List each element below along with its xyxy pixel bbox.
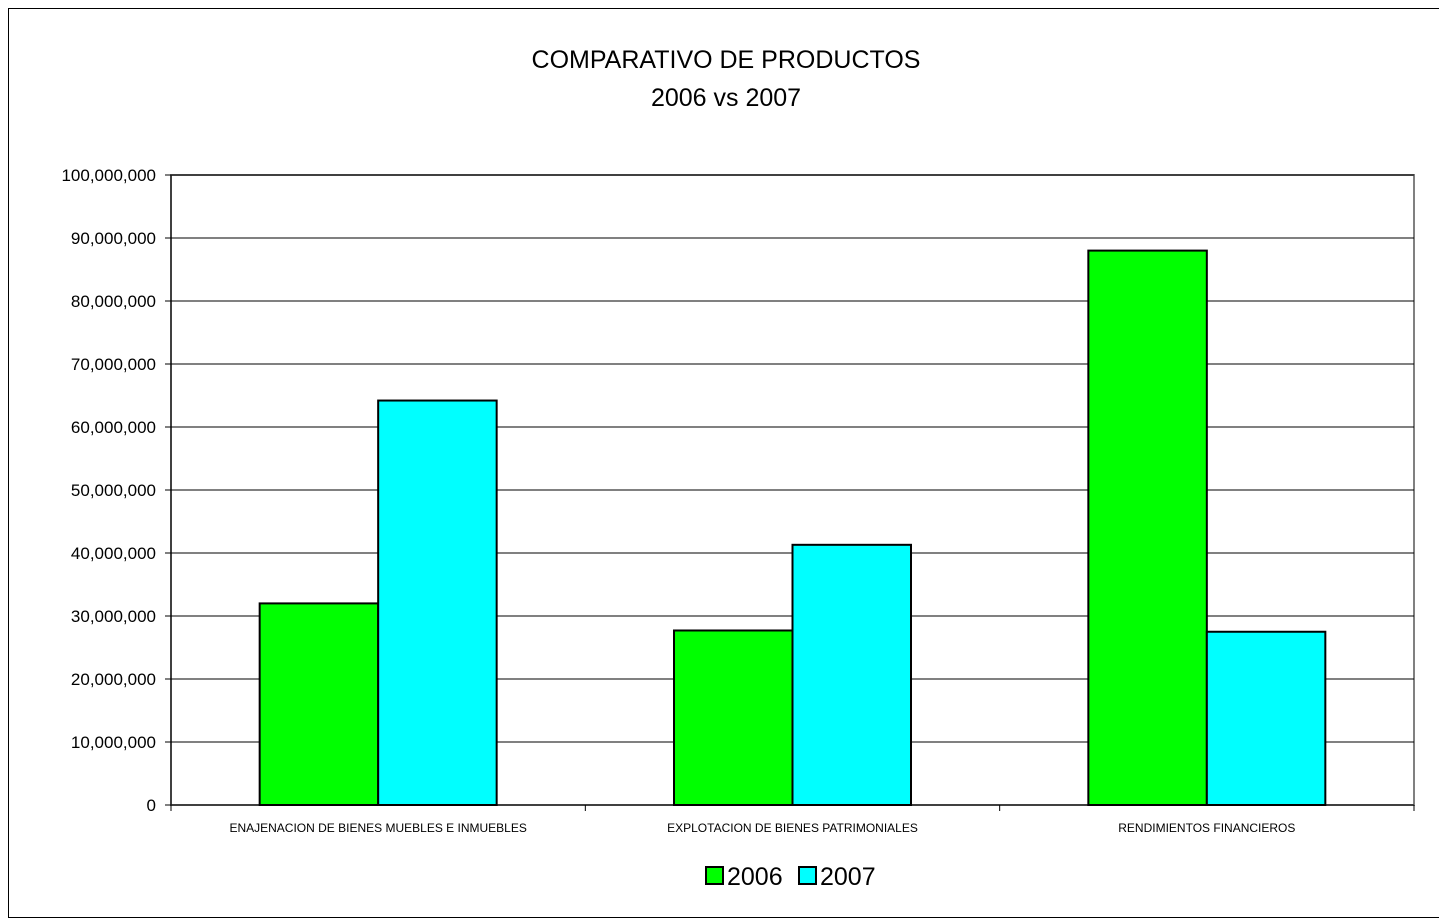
chart-subtitle: 2006 vs 2007 — [651, 84, 801, 112]
legend-label-2007: 2007 — [820, 863, 876, 891]
y-tick-label: 80,000,000 — [71, 292, 156, 311]
y-tick-label: 90,000,000 — [71, 229, 156, 248]
legend-label-2006: 2006 — [727, 863, 783, 891]
y-tick-label: 0 — [147, 796, 156, 815]
bar-2007 — [1205, 630, 1327, 806]
y-tick-label: 100,000,000 — [61, 166, 156, 185]
plot-area: 0 10,000,000 20,000,000 30,000,000 40,000,00… — [61, 166, 1415, 835]
y-tick-label: 10,000,000 — [71, 733, 156, 752]
y-tick-labels: 0 10,000,000 20,000,000 30,000,000 40,000,00… — [61, 166, 156, 815]
y-tick-label: 40,000,000 — [71, 544, 156, 563]
bar-2006 — [673, 629, 794, 806]
chart-title: COMPARATIVO DE PRODUCTOS — [532, 46, 921, 74]
y-tick-label: 50,000,000 — [71, 481, 156, 500]
legend: 2006 2007 — [705, 863, 876, 891]
y-tick-label: 70,000,000 — [71, 355, 156, 374]
legend-swatch-2007 — [798, 866, 817, 885]
x-tick-label: RENDIMIENTOS FINANCIEROS — [1118, 821, 1295, 835]
bar-2006 — [258, 602, 380, 807]
bar-2007 — [377, 399, 498, 806]
bar-2006 — [1087, 249, 1208, 807]
x-tick-label: ENAJENACION DE BIENES MUEBLES E INMUEBLE… — [229, 821, 526, 835]
axes — [165, 174, 1415, 811]
x-tick-label: EXPLOTACION DE BIENES PATRIMONIALES — [667, 821, 918, 835]
bar-2007 — [791, 543, 912, 806]
y-tick-label: 30,000,000 — [71, 607, 156, 626]
y-tick-label: 20,000,000 — [71, 670, 156, 689]
legend-swatch-2006 — [705, 866, 724, 885]
bars — [258, 249, 1327, 807]
y-tick-label: 60,000,000 — [71, 418, 156, 437]
x-tick-labels: ENAJENACION DE BIENES MUEBLES E INMUEBLE… — [229, 821, 1295, 835]
